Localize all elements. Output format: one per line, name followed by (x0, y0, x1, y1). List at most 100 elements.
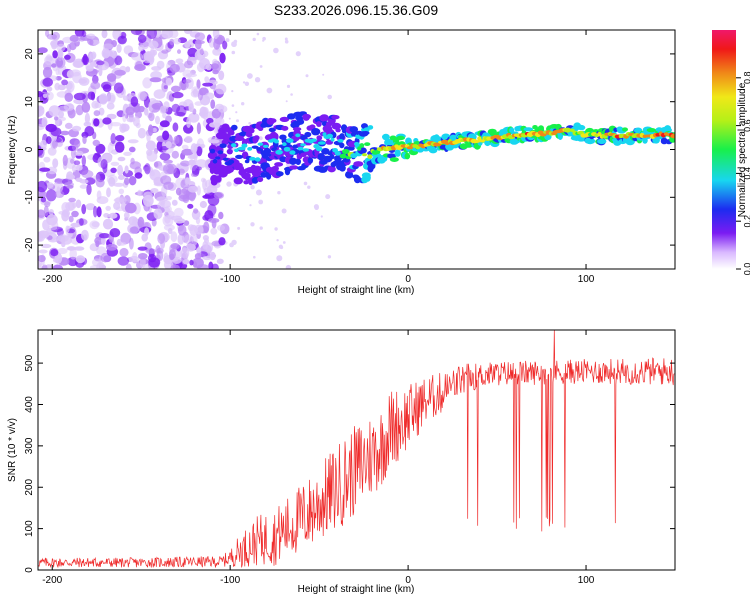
heatmap-noise-blob (194, 101, 203, 106)
heatmap-noise-blob (110, 167, 117, 173)
heatmap-noise-blob (184, 60, 194, 69)
heatmap-speck (305, 74, 309, 78)
heatmap-noise-blob (131, 52, 143, 61)
heatmap-noise-blob (172, 122, 179, 132)
heatmap-noise-blob (213, 191, 225, 199)
snr-ylabel: SNR (10 * v/v) (7, 418, 18, 482)
heatmap-noise-blob (57, 247, 68, 255)
heatmap-noise-blob (124, 177, 130, 186)
heatmap-noise-blob (180, 160, 191, 167)
heatmap-ridge-halo (296, 118, 305, 125)
heatmap-ridge-core (283, 146, 291, 152)
heatmap-speck (241, 102, 245, 106)
heatmap-noise-blob (78, 77, 90, 86)
heatmap-noise-blob (194, 253, 202, 260)
heatmap-ridge-halo (487, 128, 497, 135)
heatmap-noise-blob (212, 30, 220, 40)
heatmap-speck (313, 204, 319, 210)
heatmap-ridge-halo (382, 133, 390, 141)
spectrogram-ytick-label: -20 (24, 237, 35, 252)
heatmap-noise-blob (119, 123, 127, 133)
heatmap-noise-blob (99, 233, 110, 239)
heatmap-noise-blob (122, 111, 127, 123)
heatmap-noise-blob (38, 249, 48, 254)
heatmap-noise-blob (71, 164, 77, 173)
heatmap-noise-blob (39, 167, 51, 172)
heatmap-noise-blob (116, 44, 122, 53)
heatmap-noise-blob (117, 156, 126, 162)
spectrogram-ytick-label: -10 (24, 190, 35, 205)
heatmap-noise-blob (114, 55, 123, 66)
heatmap-speck (284, 37, 288, 41)
heatmap-ridge-halo (345, 170, 354, 179)
heatmap-noise-blob (41, 264, 48, 269)
heatmap-noise-blob (132, 116, 140, 127)
heatmap-noise-blob (188, 112, 200, 123)
heatmap-noise-blob (216, 258, 224, 264)
snr-series (38, 330, 675, 569)
heatmap-noise-blob (38, 230, 50, 239)
heatmap-ridge-halo (597, 138, 607, 145)
heatmap-noise-blob (162, 130, 170, 141)
heatmap-ridge-core (275, 149, 283, 155)
heatmap-noise-blob (197, 90, 203, 101)
heatmap-noise-blob (81, 101, 91, 113)
heatmap-noise-blob (163, 163, 174, 175)
heatmap-noise-blob (120, 232, 132, 245)
heatmap-noise-blob (171, 150, 179, 159)
heatmap-noise-blob (177, 224, 187, 236)
snr-ytick-label: 100 (24, 520, 35, 537)
heatmap-ridge-core (244, 159, 250, 164)
heatmap-noise-blob (184, 136, 193, 143)
heatmap-noise-blob (91, 258, 102, 267)
heatmap-ridge-halo (396, 135, 405, 141)
heatmap-noise-blob (211, 63, 219, 70)
heatmap-noise-blob (129, 237, 134, 250)
heatmap-noise-blob (110, 133, 116, 145)
heatmap-noise-blob (170, 85, 181, 93)
heatmap-ridge-halo (331, 115, 340, 120)
heatmap-noise-blob (81, 30, 87, 38)
heatmap-ridge-core (354, 142, 359, 146)
heatmap-speck (233, 39, 238, 44)
heatmap-noise-blob (218, 211, 224, 220)
heatmap-speck (273, 47, 279, 54)
snr-ytick-label: 400 (24, 396, 35, 413)
heatmap-noise-blob (198, 111, 205, 117)
heatmap-noise-blob (81, 170, 94, 179)
heatmap-noise-blob (137, 216, 145, 228)
snr-line (38, 330, 675, 569)
heatmap-noise-blob (122, 95, 129, 101)
heatmap-noise-blob (211, 263, 219, 269)
heatmap-noise-blob (38, 105, 45, 117)
heatmap-noise-blob (222, 40, 228, 50)
heatmap-ridge-halo (404, 152, 411, 160)
heatmap-noise-blob (137, 246, 148, 251)
heatmap-noise-blob (101, 236, 106, 246)
heatmap-noise-blob (174, 218, 186, 224)
heatmap-noise-blob (119, 247, 129, 257)
heatmap-noise-blob (200, 143, 206, 149)
heatmap-noise-blob (48, 105, 61, 117)
snr-xtick-label: -100 (220, 575, 240, 586)
heatmap-noise-blob (75, 104, 84, 116)
heatmap-speck (231, 50, 236, 55)
heatmap-noise-blob (73, 98, 86, 105)
heatmap-noise-blob (212, 48, 222, 56)
heatmap-noise-blob (69, 34, 79, 43)
heatmap-ridge-core (362, 153, 367, 157)
heatmap-noise-blob (163, 181, 174, 190)
heatmap-noise-blob (116, 241, 127, 246)
heatmap-noise-blob (60, 130, 70, 136)
heatmap-noise-blob (195, 216, 201, 225)
heatmap-ridge-core (292, 144, 298, 149)
heatmap-noise-blob (187, 185, 199, 193)
heatmap-noise-blob (217, 224, 225, 231)
heatmap-noise-blob (84, 112, 90, 125)
heatmap-noise-blob (57, 234, 69, 242)
heatmap-noise-blob (175, 58, 184, 64)
heatmap-noise-blob (149, 49, 156, 59)
heatmap-speck (252, 37, 256, 42)
heatmap-noise-blob (209, 122, 219, 128)
heatmap-noise-blob (84, 126, 95, 137)
